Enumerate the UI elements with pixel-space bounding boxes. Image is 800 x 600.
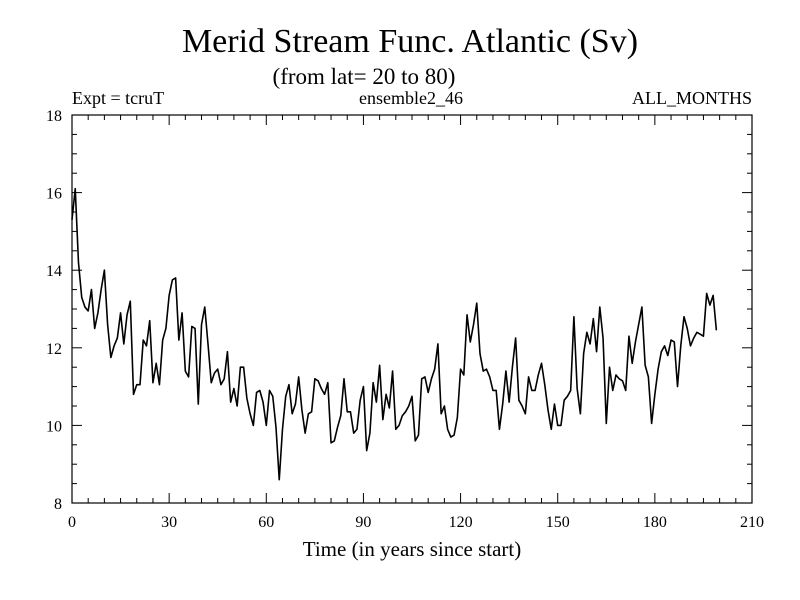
- y-tick-label: 16: [46, 186, 62, 203]
- x-axis-label: Time (in years since start): [303, 537, 522, 561]
- y-tick-label: 12: [46, 341, 62, 358]
- experiment-label: Expt = tcruT: [72, 88, 164, 108]
- chart-title: Merid Stream Func. Atlantic (Sv): [182, 23, 638, 60]
- months-label: ALL_MONTHS: [632, 88, 752, 108]
- axis-tick-labels: 0 30 60 90 120 150 180 210 8 10 12 14 16 18: [46, 108, 764, 531]
- series-line: [71, 187, 718, 481]
- x-tick-label: 210: [740, 514, 764, 531]
- y-tick-label: 14: [46, 263, 62, 280]
- x-tick-label: 150: [546, 514, 570, 531]
- y-tick-label: 10: [46, 418, 62, 435]
- x-tick-label: 60: [258, 514, 274, 531]
- x-tick-label: 90: [355, 514, 371, 531]
- ensemble-label: ensemble2_46: [359, 88, 463, 108]
- x-tick-label: 0: [68, 514, 76, 531]
- x-tick-label: 180: [643, 514, 667, 531]
- x-tick-label: 120: [449, 514, 473, 531]
- series-group: [71, 187, 718, 481]
- chart-subtitle: (from lat= 20 to 80): [273, 64, 456, 89]
- plot-frame: [71, 114, 753, 504]
- y-tick-label: 8: [54, 496, 62, 513]
- y-tick-label: 18: [46, 108, 62, 125]
- axis-ticks: [71, 114, 753, 504]
- x-tick-label: 30: [161, 514, 177, 531]
